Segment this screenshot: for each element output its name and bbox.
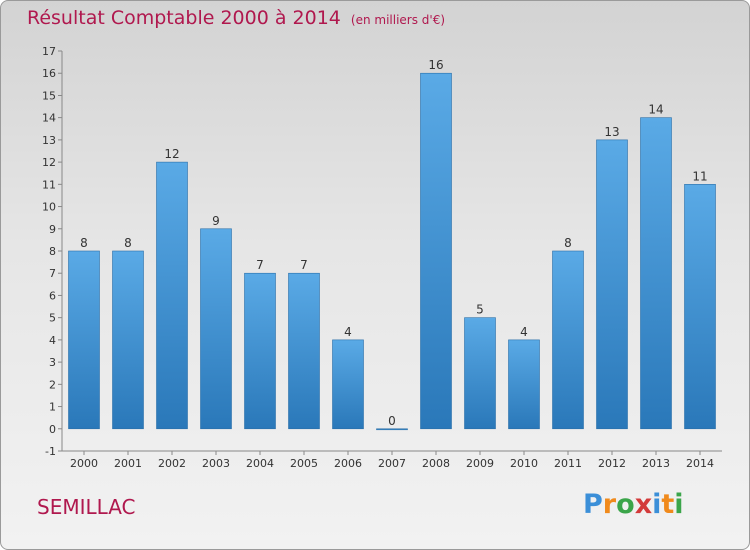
bar-value-label: 8 xyxy=(124,236,132,250)
y-tick-label: 8 xyxy=(49,245,56,258)
x-tick-label: 2006 xyxy=(334,457,362,470)
bar xyxy=(552,250,584,430)
x-tick-label: 2004 xyxy=(246,457,274,470)
logo-letter: o xyxy=(616,489,635,520)
bar-value-label: 8 xyxy=(564,236,572,250)
bar-value-label: 16 xyxy=(428,58,443,72)
bar-value-label: 4 xyxy=(520,325,528,339)
y-tick-label: 0 xyxy=(49,423,56,436)
y-tick-label: -1 xyxy=(45,445,56,458)
x-tick-label: 2000 xyxy=(70,457,98,470)
logo-letter: r xyxy=(602,489,617,520)
y-tick-label: 11 xyxy=(42,178,56,191)
bar-value-label: 9 xyxy=(212,214,220,228)
bar xyxy=(464,317,496,430)
commune-name: SEMILLAC xyxy=(37,495,136,519)
bar xyxy=(332,339,364,430)
bar-value-label: 0 xyxy=(388,414,396,428)
y-tick-label: 10 xyxy=(42,201,56,214)
y-tick-label: 16 xyxy=(42,67,56,80)
bar-value-label: 14 xyxy=(648,103,663,117)
x-tick-label: 2009 xyxy=(466,457,494,470)
y-tick-label: 5 xyxy=(49,312,56,325)
y-tick-label: 2 xyxy=(49,378,56,391)
y-tick-label: 13 xyxy=(42,134,56,147)
bar xyxy=(420,72,452,430)
bar xyxy=(376,428,408,431)
y-tick-label: 3 xyxy=(49,356,56,369)
y-tick-label: 17 xyxy=(42,45,56,58)
x-tick-label: 2008 xyxy=(422,457,450,470)
bar xyxy=(596,139,628,430)
logo-letter: i xyxy=(652,489,662,520)
y-tick-label: 7 xyxy=(49,267,56,280)
x-tick-label: 2005 xyxy=(290,457,318,470)
y-tick-label: 6 xyxy=(49,289,56,302)
chart-title-unit: (en milliers d'€) xyxy=(350,13,446,27)
y-tick-label: 12 xyxy=(42,156,56,169)
bar xyxy=(244,272,276,430)
bar-value-label: 13 xyxy=(604,125,619,139)
logo-letter: i xyxy=(674,489,684,520)
y-tick-label: 14 xyxy=(42,112,56,125)
bar xyxy=(288,272,320,430)
logo-letter: t xyxy=(661,489,675,520)
x-tick-label: 2014 xyxy=(686,457,714,470)
bar xyxy=(68,250,100,430)
bar-value-label: 7 xyxy=(256,258,264,272)
x-tick-label: 2007 xyxy=(378,457,406,470)
y-tick-label: 4 xyxy=(49,334,56,347)
bar-value-label: 7 xyxy=(300,258,308,272)
proxiti-logo[interactable]: Proxiti xyxy=(583,489,684,520)
bar xyxy=(200,228,232,430)
bar-value-label: 8 xyxy=(80,236,88,250)
x-tick-label: 2010 xyxy=(510,457,538,470)
chart-title-main: Résultat Comptable 2000 à 2014 xyxy=(27,7,341,29)
y-tick-label: 9 xyxy=(49,223,56,236)
bar xyxy=(640,117,672,430)
bar xyxy=(684,184,716,430)
bar-value-label: 12 xyxy=(164,147,179,161)
y-tick-label: 1 xyxy=(49,401,56,414)
bar-value-label: 11 xyxy=(692,169,707,183)
logo-letter: P xyxy=(583,489,603,520)
bar xyxy=(156,161,188,430)
chart-title: Résultat Comptable 2000 à 2014 (en millie… xyxy=(27,7,445,29)
bar-value-label: 5 xyxy=(476,303,484,317)
bar xyxy=(112,250,144,430)
x-tick-label: 2003 xyxy=(202,457,230,470)
x-tick-label: 2012 xyxy=(598,457,626,470)
x-tick-label: 2002 xyxy=(158,457,186,470)
logo-letter: x xyxy=(634,489,653,520)
x-tick-label: 2011 xyxy=(554,457,582,470)
bar xyxy=(508,339,540,430)
y-tick-label: 15 xyxy=(42,89,56,102)
bar-value-label: 4 xyxy=(344,325,352,339)
x-tick-label: 2001 xyxy=(114,457,142,470)
x-tick-label: 2013 xyxy=(642,457,670,470)
